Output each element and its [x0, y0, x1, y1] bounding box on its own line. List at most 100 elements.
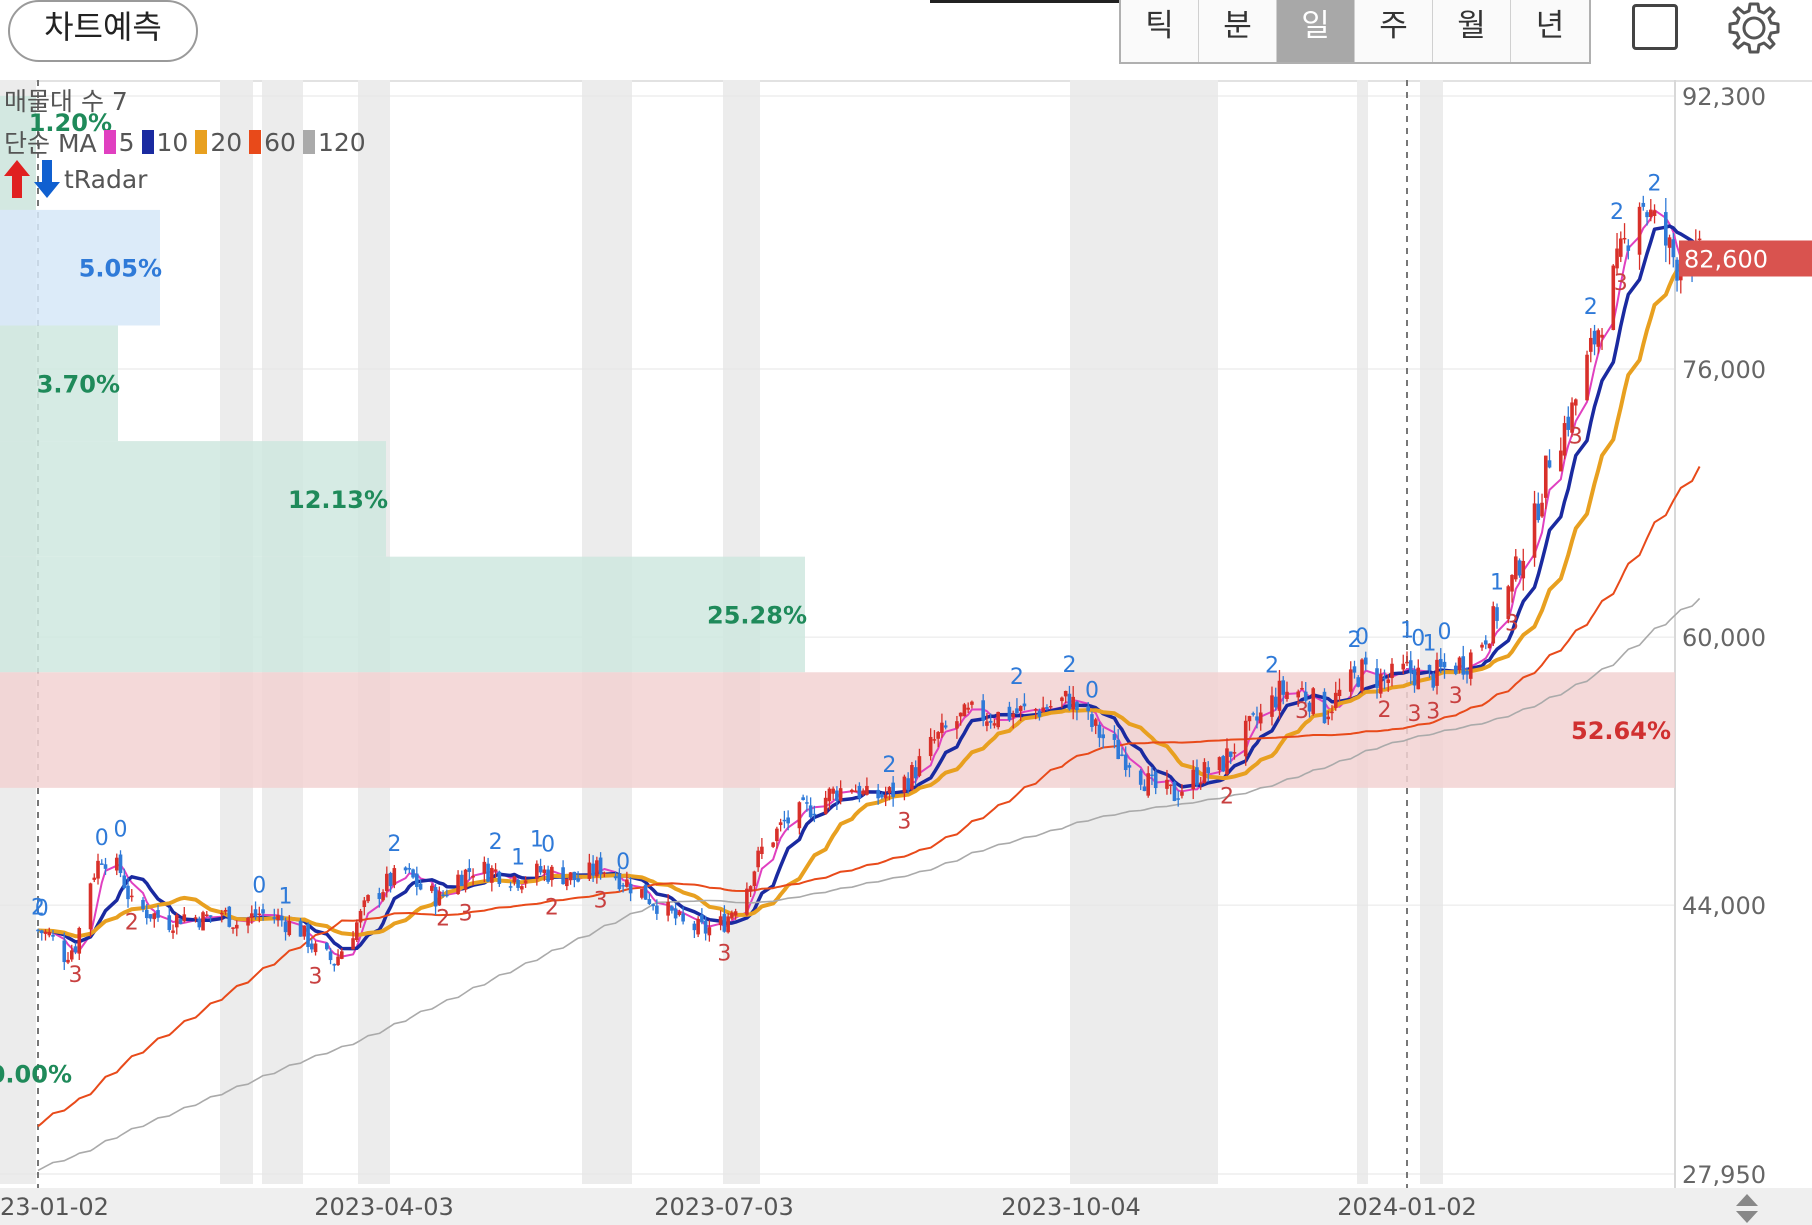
candle-body: [520, 886, 524, 890]
candle-body: [542, 869, 547, 874]
candle-body: [535, 863, 539, 879]
candle-body: [276, 915, 280, 920]
candle-body: [673, 908, 678, 919]
candle-body: [1375, 668, 1379, 688]
candle-body: [51, 934, 55, 937]
tab-month[interactable]: 월: [1433, 0, 1511, 62]
candle-body: [1483, 640, 1488, 645]
square-icon[interactable]: [1632, 4, 1678, 50]
signal-marker-bottom: 2: [1220, 785, 1234, 810]
candle-body: [463, 869, 468, 890]
candle-body: [388, 872, 393, 887]
candle-body: [1536, 503, 1541, 521]
candle-body: [1071, 696, 1075, 710]
candle-body: [1386, 679, 1391, 684]
candle-body: [313, 943, 318, 953]
candle-body: [1022, 703, 1027, 707]
tab-minute[interactable]: 분: [1199, 0, 1277, 62]
candle-body: [745, 888, 749, 915]
volume-profile-bar: [0, 325, 118, 442]
signal-marker-top: 0: [95, 826, 109, 851]
candle-body: [861, 790, 865, 795]
candle-body: [621, 885, 625, 887]
candle-body: [1592, 330, 1597, 345]
candle-body: [733, 911, 738, 916]
candle-body: [1487, 643, 1492, 649]
signal-marker-bottom: 3: [717, 942, 731, 967]
candle-body: [955, 721, 959, 729]
candle-body: [692, 923, 697, 931]
x-tick-label: 2024-01-02: [1337, 1193, 1476, 1221]
candle-body: [246, 917, 250, 926]
candle-body: [415, 873, 419, 887]
signal-marker-top: 2: [387, 832, 401, 857]
candle-body: [1142, 786, 1147, 792]
candle-body: [418, 883, 423, 890]
candle-body: [1618, 238, 1623, 257]
candle-body: [666, 901, 670, 916]
candle-body: [1180, 791, 1184, 796]
period-tabs: 틱 분 일 주 월 년: [1119, 0, 1591, 64]
tab-day[interactable]: 일: [1277, 0, 1355, 62]
signal-marker-bottom: 3: [1505, 612, 1519, 637]
signal-marker-top: 1: [511, 845, 525, 870]
candle-body: [355, 922, 359, 941]
candle-body: [493, 869, 498, 872]
candle-body: [39, 930, 44, 934]
candle-body: [512, 876, 517, 883]
candle-body: [1285, 691, 1289, 700]
volume-profile: 1.20% 5.05% 3.70% 12.13% 25.28% 52.64% 0.00%: [0, 96, 1675, 1089]
tab-tick[interactable]: 틱: [1121, 0, 1199, 62]
tab-week[interactable]: 주: [1355, 0, 1433, 62]
candle-body: [1671, 239, 1676, 258]
candle-body: [1168, 784, 1173, 787]
candle-body: [1127, 765, 1132, 768]
candle-body: [1491, 606, 1496, 644]
signal-marker-top: 0: [1438, 620, 1452, 645]
candle-body: [1123, 754, 1128, 771]
candle-body: [1333, 692, 1338, 709]
candle-body: [835, 790, 839, 801]
candle-body: [490, 868, 494, 883]
candle-body: [917, 756, 922, 776]
candle-body: [891, 782, 895, 797]
candle-body: [598, 857, 603, 875]
candle-body: [1045, 707, 1049, 709]
candle-body: [628, 883, 633, 894]
candle-body: [156, 910, 160, 918]
candle-body: [1648, 209, 1653, 218]
candle-body: [1063, 690, 1068, 697]
y-tick-label: 92,300: [1682, 83, 1766, 111]
candle-body: [1232, 752, 1237, 754]
x-tick-label: 2023-10-04: [1001, 1193, 1140, 1221]
candle-body: [1360, 659, 1364, 692]
shade-band: [1070, 80, 1218, 1184]
signal-marker-top: 2: [1265, 654, 1279, 679]
scroll-handle-icon[interactable]: [1732, 1192, 1762, 1225]
volume-profile-bar: [0, 672, 1675, 788]
candle-body: [403, 867, 408, 871]
candle-body: [913, 767, 918, 779]
candle-body: [66, 959, 70, 963]
volume-profile-label: 12.13%: [288, 486, 388, 514]
ma-legend: 단순 MA 5 10 20 60 120: [4, 124, 366, 160]
price-chart[interactable]: 1.20% 5.05% 3.70% 12.13% 25.28% 52.64% 0.00% 2…: [0, 80, 1812, 1225]
candle-body: [1296, 691, 1301, 698]
candle-body: [129, 895, 134, 898]
candle-body: [782, 819, 787, 822]
ma20-line: [37, 248, 1702, 939]
up-arrow-icon: [4, 160, 30, 198]
candle-body: [208, 915, 213, 917]
chart-predict-button[interactable]: 차트예측: [8, 0, 198, 62]
tab-year[interactable]: 년: [1535, 8, 1565, 44]
candle-body: [850, 789, 854, 793]
candle-body: [43, 931, 48, 934]
candle-body: [910, 765, 914, 790]
candle-body: [808, 805, 813, 818]
toolbar-divider: [930, 0, 1120, 3]
candle-body: [1532, 503, 1537, 558]
candle-body: [752, 871, 757, 887]
gear-icon[interactable]: [1726, 0, 1782, 56]
signal-marker-top: 2: [1584, 295, 1598, 320]
